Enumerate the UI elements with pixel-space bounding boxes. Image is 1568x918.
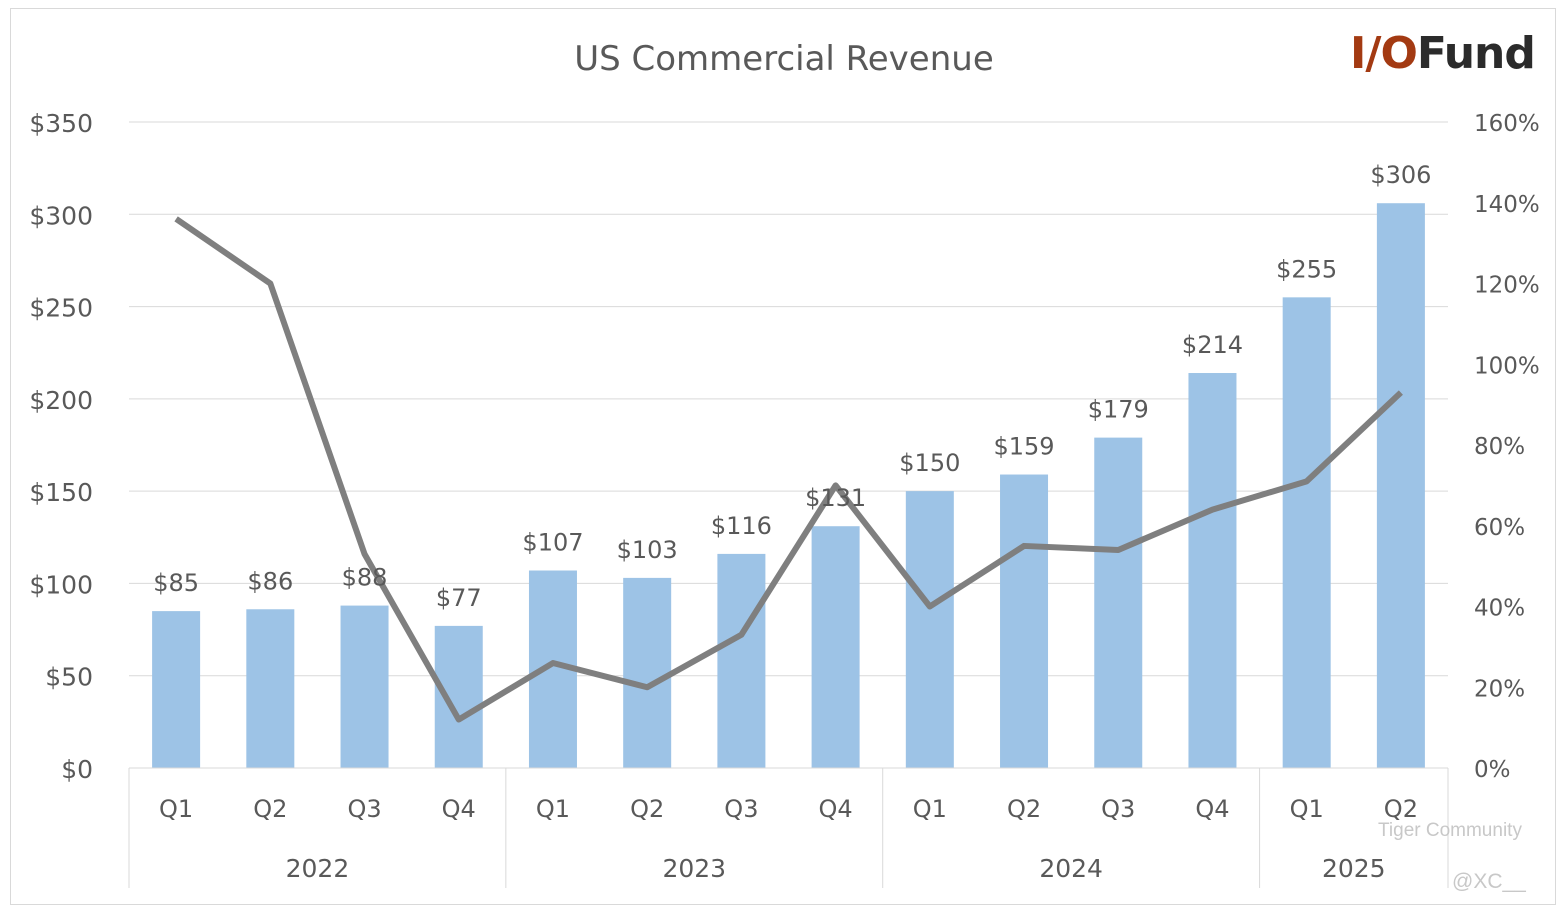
- data-label: $179: [1088, 396, 1149, 424]
- category-label: Q4: [819, 795, 853, 823]
- right-tick-label: 40%: [1474, 596, 1525, 622]
- left-tick-label: $250: [29, 294, 93, 323]
- category-label: Q1: [159, 795, 193, 823]
- data-label: $86: [247, 567, 293, 595]
- bar: [1282, 297, 1331, 768]
- io-fund-logo: I/OFund: [1350, 28, 1536, 79]
- watermark: Tiger Community: [1378, 820, 1522, 841]
- bar: [811, 526, 860, 768]
- right-tick-label: 20%: [1474, 676, 1525, 702]
- data-label: $116: [711, 512, 772, 540]
- year-label: 2024: [1039, 854, 1103, 883]
- right-tick-label: 80%: [1474, 434, 1525, 460]
- left-tick-label: $300: [29, 201, 93, 230]
- year-label: 2023: [662, 854, 726, 883]
- bar: [1376, 203, 1425, 768]
- bar: [152, 611, 201, 768]
- chart-frame: [10, 8, 1556, 905]
- data-label: $77: [436, 584, 482, 612]
- left-tick-label: $0: [61, 755, 93, 784]
- data-label: $214: [1182, 331, 1243, 359]
- right-tick-label: 0%: [1474, 757, 1511, 783]
- category-label: Q3: [1101, 795, 1135, 823]
- right-tick-label: 120%: [1474, 273, 1540, 299]
- growth-line: [174, 216, 1403, 723]
- bar: [246, 609, 295, 768]
- category-label: Q1: [1290, 795, 1324, 823]
- data-label: $103: [617, 536, 678, 564]
- left-tick-label: $200: [29, 386, 93, 415]
- chart-title: US Commercial Revenue: [574, 39, 994, 79]
- bar: [1188, 373, 1237, 768]
- category-label: Q1: [913, 795, 947, 823]
- bar: [1000, 474, 1049, 768]
- data-label: $159: [993, 433, 1054, 461]
- category-label: Q4: [442, 795, 476, 823]
- bar: [623, 577, 672, 768]
- data-label: $85: [153, 569, 199, 597]
- category-label: Q2: [630, 795, 664, 823]
- bar: [1094, 437, 1143, 768]
- bar: [905, 491, 954, 768]
- left-tick-label: $50: [45, 663, 93, 692]
- data-label: $88: [342, 564, 388, 592]
- right-tick-label: 100%: [1474, 353, 1540, 379]
- category-label: Q2: [253, 795, 287, 823]
- category-label: Q2: [1007, 795, 1041, 823]
- right-tick-label: 140%: [1474, 192, 1540, 218]
- data-label: $150: [899, 449, 960, 477]
- year-label: 2025: [1322, 854, 1386, 883]
- category-label: Q4: [1195, 795, 1229, 823]
- category-label: Q3: [724, 795, 758, 823]
- category-label: Q1: [536, 795, 570, 823]
- data-label: $107: [522, 529, 583, 557]
- bar: [340, 605, 389, 768]
- watermark-handle: @XC__: [1452, 870, 1526, 893]
- data-label: $255: [1276, 255, 1337, 283]
- left-tick-label: $150: [29, 478, 93, 507]
- category-label: Q3: [347, 795, 381, 823]
- category-label: Q2: [1384, 795, 1418, 823]
- data-label: $306: [1370, 161, 1431, 189]
- right-tick-label: 60%: [1474, 515, 1525, 541]
- left-tick-label: $350: [29, 109, 93, 138]
- bar: [434, 625, 483, 768]
- year-label: 2022: [286, 854, 350, 883]
- right-tick-label: 160%: [1474, 111, 1540, 137]
- data-label: $131: [805, 484, 866, 512]
- left-tick-label: $100: [29, 570, 93, 599]
- bar: [717, 553, 766, 768]
